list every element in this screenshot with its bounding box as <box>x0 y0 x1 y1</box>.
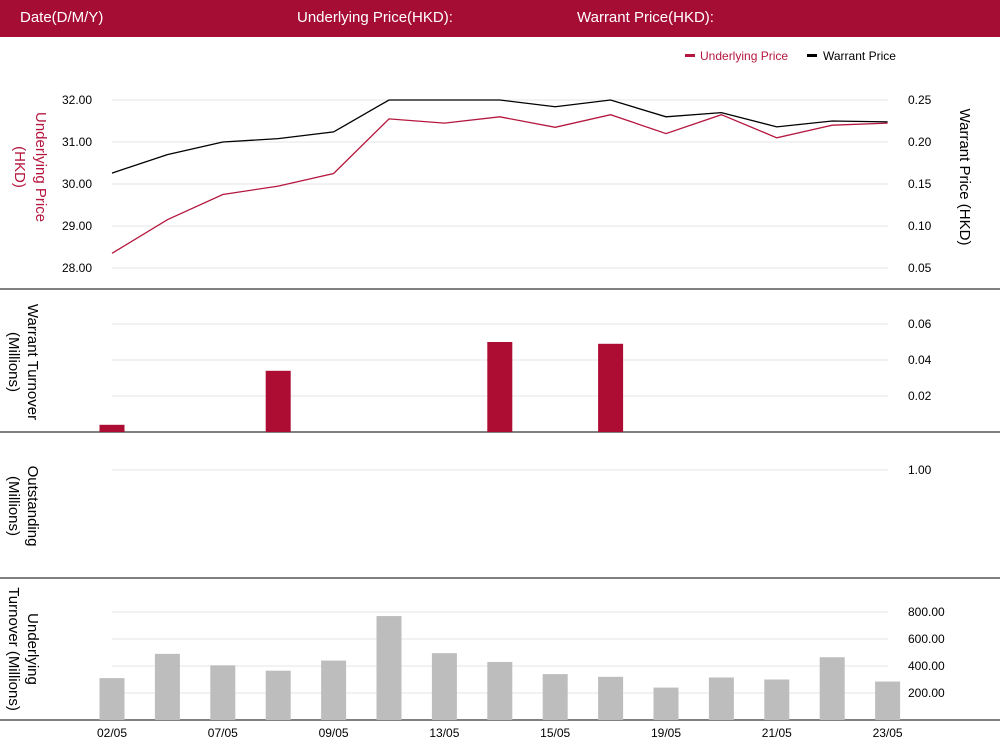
warrant-turnover-bar <box>265 370 291 432</box>
legend-warrant-swatch <box>807 54 817 57</box>
warrant-turnover-bar <box>487 342 513 432</box>
x-tick-label: 13/05 <box>429 726 459 740</box>
underlying-price-line <box>111 114 888 254</box>
x-tick-label: 15/05 <box>540 726 570 740</box>
x-tick-label: 02/05 <box>97 726 127 740</box>
warrant-price-label: Warrant Price(HKD): <box>577 9 714 26</box>
right-tick-label: 0.25 <box>908 93 932 107</box>
outstanding-tick-label: 1.00 <box>908 463 932 477</box>
underlying-turnover-bar <box>99 678 125 720</box>
right-tick-label: 0.10 <box>908 219 932 233</box>
x-tick-label: 19/05 <box>651 726 681 740</box>
outstanding-axis-title-unit: (Millions) <box>5 476 22 536</box>
underlying-turnover-tick-label: 200.00 <box>908 686 945 700</box>
x-tick-label: 07/05 <box>208 726 238 740</box>
underlying-turnover-bar <box>265 670 291 720</box>
right-tick-label: 0.05 <box>908 261 932 275</box>
turnover-tick-label: 0.04 <box>908 353 932 367</box>
warrant-turnover-bar <box>598 343 624 432</box>
underlying-turnover-bar <box>598 676 624 720</box>
underlying-turnover-axis-title: Underlying <box>24 613 41 685</box>
left-tick-label: 29.00 <box>62 219 92 233</box>
underlying-turnover-bar <box>708 677 734 720</box>
left-axis-title-unit: (HKD) <box>11 146 28 188</box>
outstanding-axis-title: Outstanding <box>24 466 41 547</box>
legend-underlying-swatch <box>685 54 695 57</box>
turnover-axis-title-unit: (Millions) <box>5 332 22 392</box>
left-tick-label: 30.00 <box>62 177 92 191</box>
legend: Underlying Price Warrant Price <box>685 49 896 63</box>
legend-underlying-label: Underlying Price <box>700 49 788 63</box>
underlying-turnover-bar <box>210 665 236 720</box>
chart-header: Date(D/M/Y) Underlying Price(HKD): Warra… <box>0 0 1000 37</box>
underlying-turnover-tick-label: 400.00 <box>908 659 945 673</box>
turnover-axis-title: Warrant Turnover <box>24 304 41 420</box>
x-tick-label: 21/05 <box>762 726 792 740</box>
underlying-turnover-bar <box>764 679 790 720</box>
turnover-tick-label: 0.06 <box>908 317 932 331</box>
legend-warrant-label: Warrant Price <box>823 49 896 63</box>
underlying-turnover-bar <box>321 660 347 720</box>
underlying-turnover-bar <box>154 653 180 720</box>
left-axis-title: Underlying Price <box>32 112 49 222</box>
underlying-turnover-bar <box>875 681 901 720</box>
right-tick-label: 0.15 <box>908 177 932 191</box>
left-tick-label: 31.00 <box>62 135 92 149</box>
underlying-turnover-bar <box>542 674 568 720</box>
warrant-turnover-bar <box>99 424 125 432</box>
underlying-turnover-bar <box>653 687 679 720</box>
chart-area: 28.00 29.00 30.00 31.00 32.00 0.05 0.10 0.15 0.2… <box>0 49 1000 740</box>
underlying-turnover-bar <box>819 657 845 720</box>
underlying-turnover-bar <box>487 661 513 720</box>
underlying-turnover-tick-label: 600.00 <box>908 632 945 646</box>
right-axis-title: Warrant Price (HKD) <box>956 109 973 246</box>
left-tick-label: 28.00 <box>62 261 92 275</box>
x-tick-label: 09/05 <box>319 726 349 740</box>
right-tick-label: 0.20 <box>908 135 932 149</box>
underlying-turnover-bar <box>376 616 402 720</box>
underlying-turnover-tick-label: 800.00 <box>908 605 945 619</box>
turnover-tick-label: 0.02 <box>908 389 932 403</box>
underlying-turnover-axis-title-unit: Turnover (Millions) <box>5 587 22 711</box>
underlying-turnover-bar <box>431 653 457 720</box>
underlying-price-label: Underlying Price(HKD): <box>297 9 453 26</box>
left-tick-label: 32.00 <box>62 93 92 107</box>
date-label: Date(D/M/Y) <box>20 9 104 26</box>
x-tick-label: 23/05 <box>873 726 903 740</box>
warrant-price-line <box>111 99 888 174</box>
